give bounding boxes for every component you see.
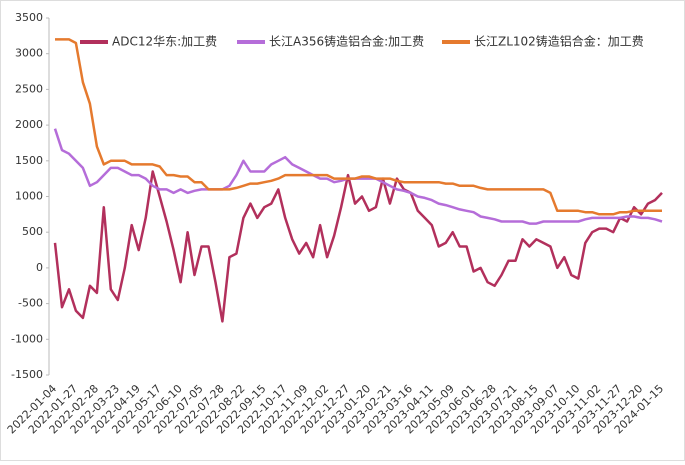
y-tick-label: 2000 bbox=[15, 118, 43, 131]
series-line bbox=[55, 38, 662, 216]
y-tick-label: 1000 bbox=[15, 190, 43, 203]
y-tick-label: 3500 bbox=[15, 11, 43, 24]
y-tick-label: -1000 bbox=[11, 332, 43, 345]
y-tick-label: 1500 bbox=[15, 154, 43, 167]
y-tick-label: 3000 bbox=[15, 47, 43, 60]
y-tick-label: -500 bbox=[18, 297, 43, 310]
legend-label: 长江ZL102铸造铝合金：加工费 bbox=[474, 34, 644, 49]
legend-label: ADC12华东:加工费 bbox=[112, 35, 217, 49]
y-tick-label: 500 bbox=[22, 225, 43, 238]
series-line bbox=[53, 170, 663, 323]
legend-label: 长江A356铸造铝合金:加工费 bbox=[269, 34, 424, 49]
y-tick-label: 0 bbox=[36, 261, 43, 274]
y-tick-label: -1500 bbox=[11, 368, 43, 381]
y-tick-label: 2500 bbox=[15, 82, 43, 95]
